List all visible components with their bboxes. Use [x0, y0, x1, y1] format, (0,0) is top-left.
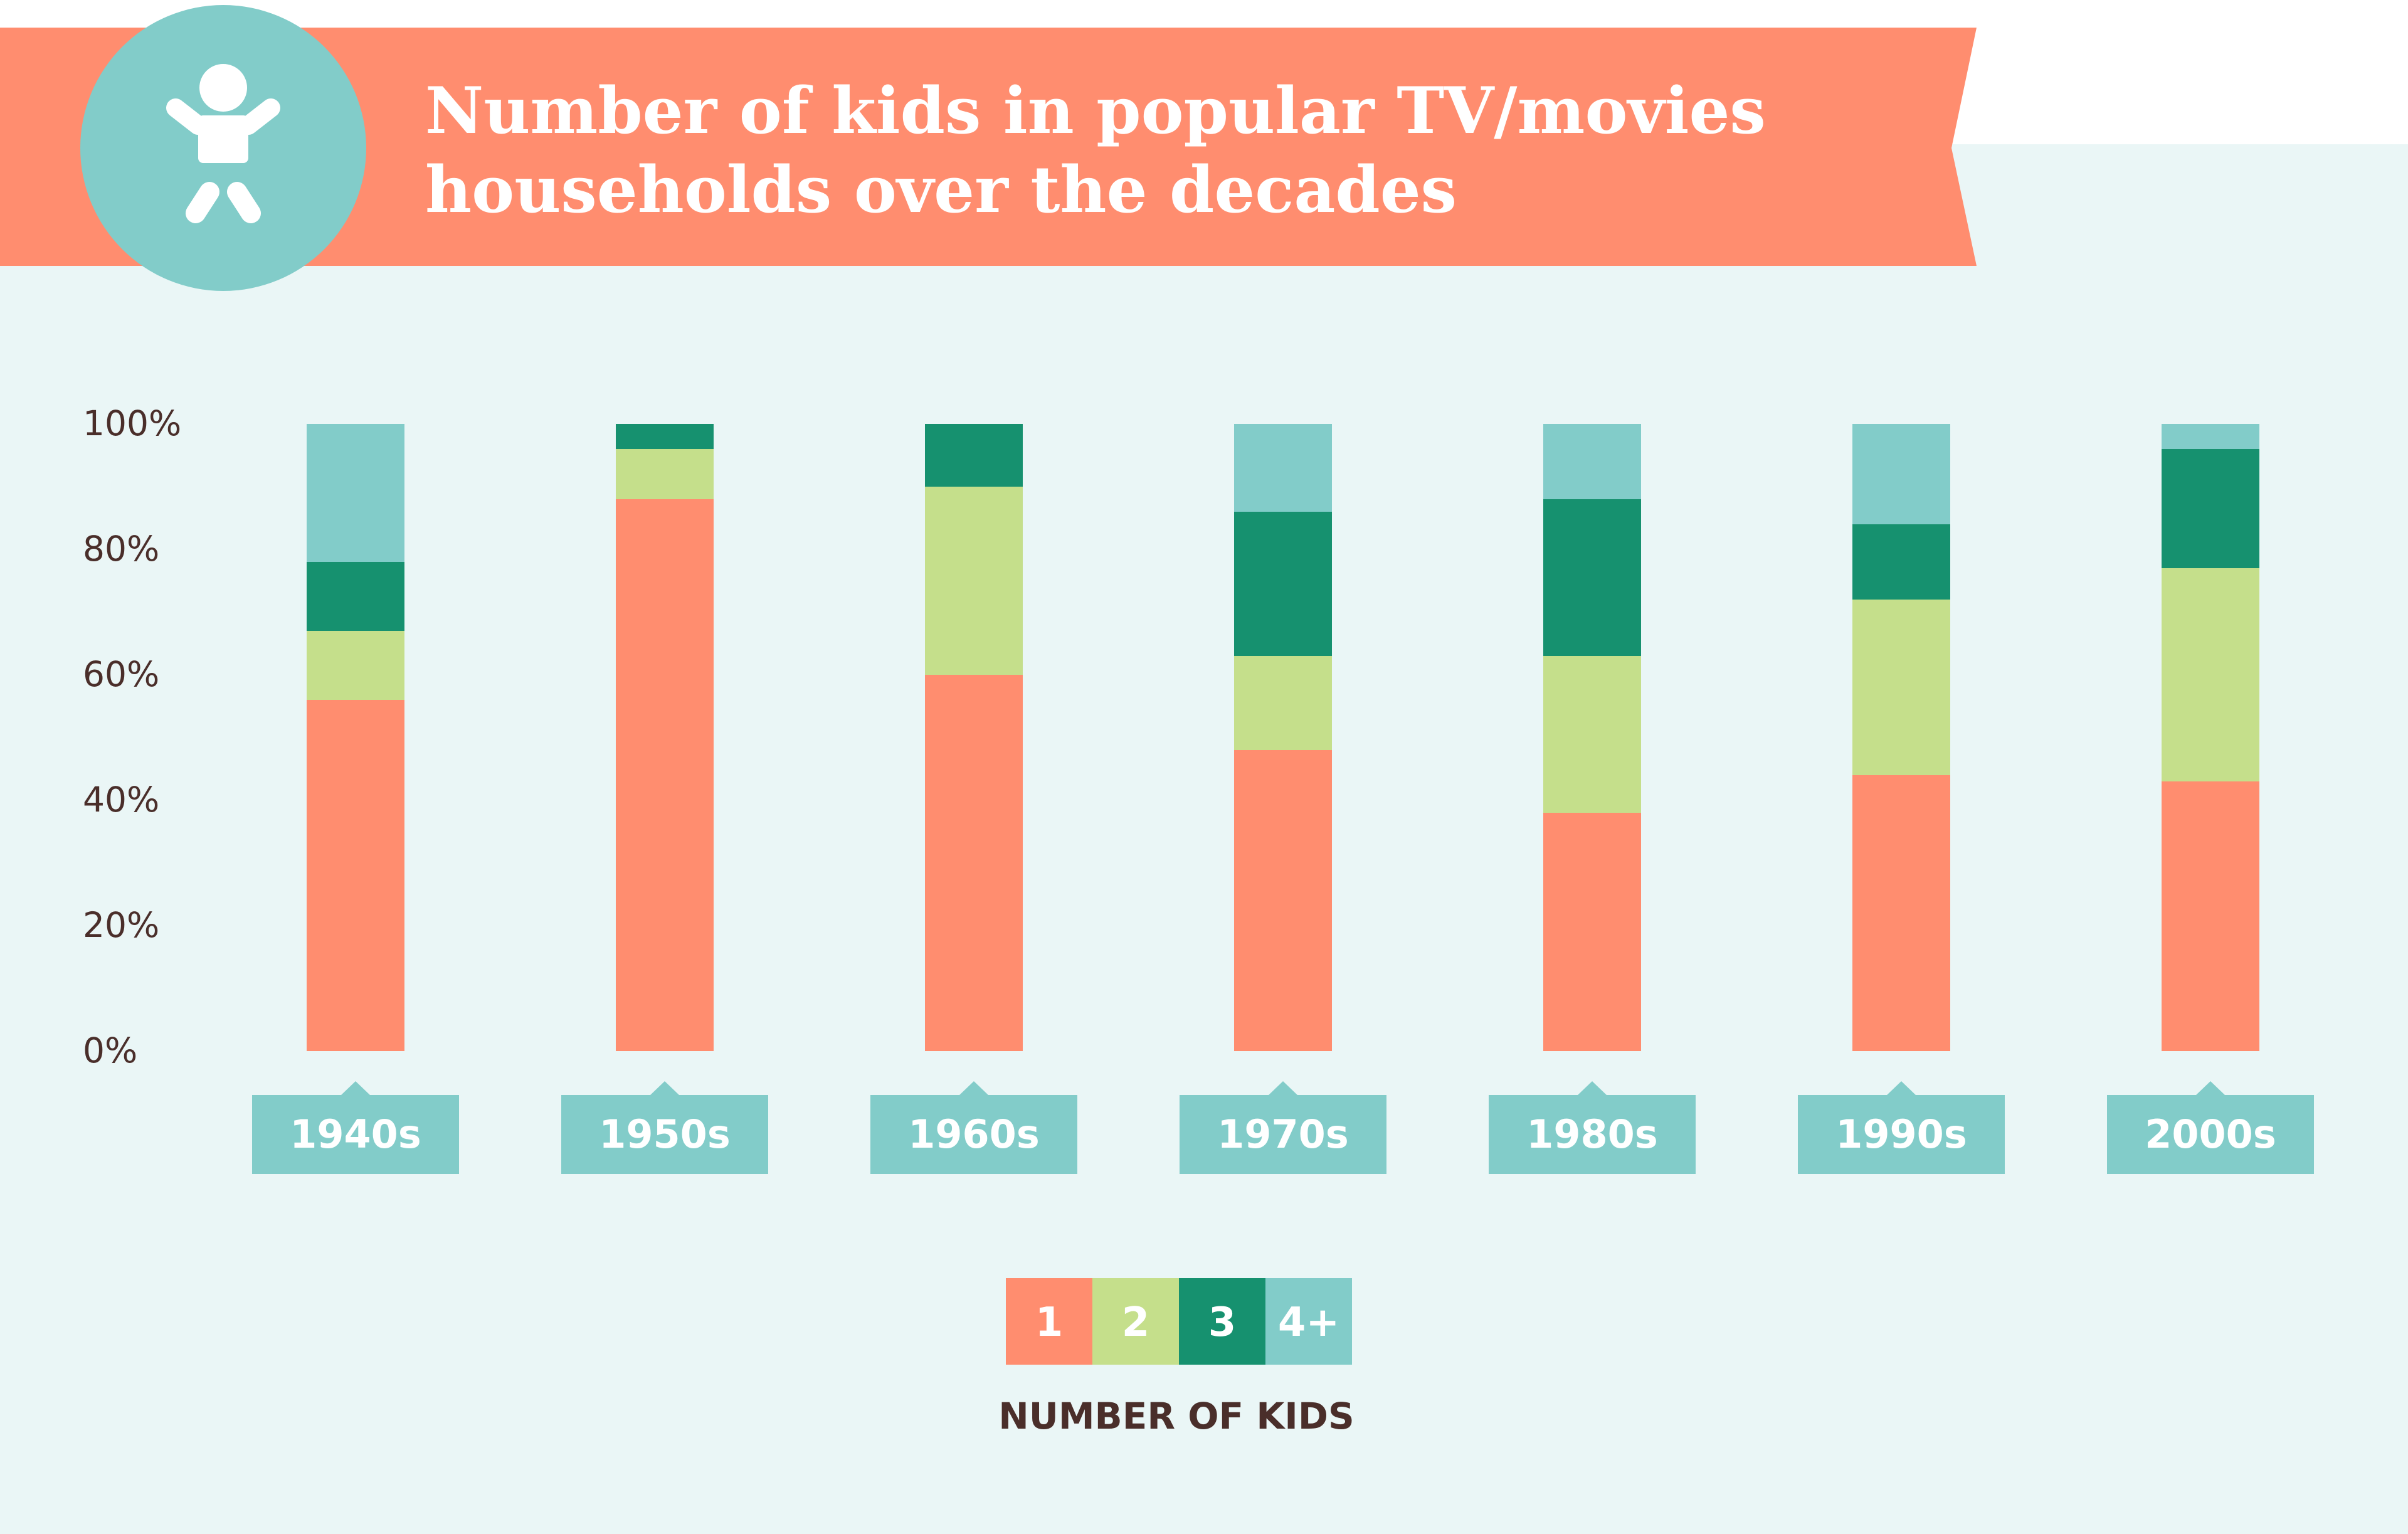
x-tick-2000s: 2000s [2107, 1081, 2314, 1174]
bar-segment-1960s-kids-3 [925, 424, 1023, 487]
baby-icon [80, 5, 366, 291]
bar-segment-1980s-kids-1 [1543, 813, 1641, 1051]
title-banner [0, 28, 1977, 266]
x-axis: 1940s 1950s 1960s 1970s 1980s 1990s 2000s [252, 1081, 2314, 1174]
bar-segment-1970s-kids-1 [1234, 750, 1332, 1051]
legend-label: 4+ [1278, 1299, 1339, 1346]
x-tick-pointer [1268, 1081, 1298, 1096]
x-tick-badge [870, 1095, 1077, 1174]
x-tick-label: 1940s [290, 1111, 421, 1157]
bar-segment-1970s-kids-4+ [1234, 424, 1332, 512]
legend-label: 2 [1122, 1299, 1150, 1346]
bar-segment-1980s-kids-3 [1543, 499, 1641, 656]
y-tick-label: 80% [83, 529, 159, 569]
legend-item-3: 3 [1179, 1278, 1265, 1365]
x-tick-1960s: 1960s [870, 1081, 1077, 1174]
x-tick-badge [1180, 1095, 1386, 1174]
bar-segment-1960s-kids-1 [925, 675, 1023, 1051]
legend-swatch [1006, 1278, 1092, 1365]
x-tick-label: 1950s [599, 1111, 730, 1157]
bar-segment-1990s-kids-3 [1852, 524, 1950, 600]
bar-segment-1940s-kids-1 [307, 700, 404, 1051]
legend: 1 2 3 4+ [1006, 1278, 1352, 1365]
bar-segment-1970s-kids-3 [1234, 512, 1332, 656]
y-tick-label: 100% [83, 403, 181, 443]
bar-segment-1980s-kids-4+ [1543, 424, 1641, 499]
bar-segment-1970s-kids-2 [1234, 656, 1332, 750]
chart-title-line-2: households over the decades [425, 152, 1457, 228]
x-tick-1950s: 1950s [561, 1081, 768, 1174]
legend-item-2: 2 [1092, 1278, 1179, 1365]
bar-segment-2000s-kids-3 [2162, 449, 2259, 568]
x-tick-pointer [1886, 1081, 1916, 1096]
x-tick-badge [1798, 1095, 2005, 1174]
y-tick-label: 20% [83, 905, 159, 945]
legend-swatch [1179, 1278, 1265, 1365]
bar-segment-1950s-kids-3 [616, 424, 714, 449]
bar-segment-1950s-kids-1 [616, 499, 714, 1051]
bar-segment-1990s-kids-2 [1852, 600, 1950, 775]
x-tick-badge [1489, 1095, 1696, 1174]
bar-segment-1950s-kids-2 [616, 449, 714, 499]
legend-swatch [1265, 1278, 1352, 1365]
bar-segment-1940s-kids-2 [307, 631, 404, 700]
bar-segment-1990s-kids-4+ [1852, 424, 1950, 524]
x-tick-pointer [959, 1081, 989, 1096]
bar-segment-1940s-kids-4+ [307, 424, 404, 562]
bars [307, 424, 2259, 1051]
legend-label: 1 [1035, 1299, 1064, 1346]
x-tick-pointer [2195, 1081, 2226, 1096]
x-tick-label: 1980s [1526, 1111, 1657, 1157]
legend-title: NUMBER OF KIDS [998, 1395, 1354, 1437]
y-tick-label: 40% [83, 780, 159, 820]
x-tick-pointer [650, 1081, 680, 1096]
bar-segment-1990s-kids-1 [1852, 775, 1950, 1051]
y-axis: 0% 20% 40% 60% 80% 100% [83, 403, 181, 1071]
x-tick-badge [561, 1095, 768, 1174]
bar-segment-2000s-kids-1 [2162, 781, 2259, 1051]
x-tick-1990s: 1990s [1798, 1081, 2005, 1174]
x-tick-1970s: 1970s [1180, 1081, 1386, 1174]
bar-segment-1940s-kids-3 [307, 562, 404, 631]
x-tick-pointer [341, 1081, 371, 1096]
x-tick-label: 1990s [1835, 1111, 1967, 1157]
x-tick-1940s: 1940s [252, 1081, 459, 1174]
y-tick-label: 60% [83, 654, 159, 694]
bar-segment-2000s-kids-4+ [2162, 424, 2259, 449]
x-tick-1980s: 1980s [1489, 1081, 1696, 1174]
x-tick-badge [252, 1095, 459, 1174]
legend-item-4+: 4+ [1265, 1278, 1352, 1365]
x-tick-label: 1970s [1217, 1111, 1348, 1157]
chart-title-line-1: Number of kids in popular TV/movies [425, 73, 1766, 149]
bar-segment-1980s-kids-2 [1543, 656, 1641, 813]
legend-item-1: 1 [1006, 1278, 1092, 1365]
x-tick-pointer [1577, 1081, 1607, 1096]
y-tick-label: 0% [83, 1030, 137, 1071]
legend-swatch [1092, 1278, 1179, 1365]
bar-segment-1960s-kids-2 [925, 487, 1023, 675]
x-tick-badge [2107, 1095, 2314, 1174]
x-tick-label: 1960s [908, 1111, 1039, 1157]
x-tick-label: 2000s [2145, 1111, 2276, 1157]
legend-label: 3 [1208, 1299, 1237, 1346]
bar-segment-2000s-kids-2 [2162, 568, 2259, 781]
